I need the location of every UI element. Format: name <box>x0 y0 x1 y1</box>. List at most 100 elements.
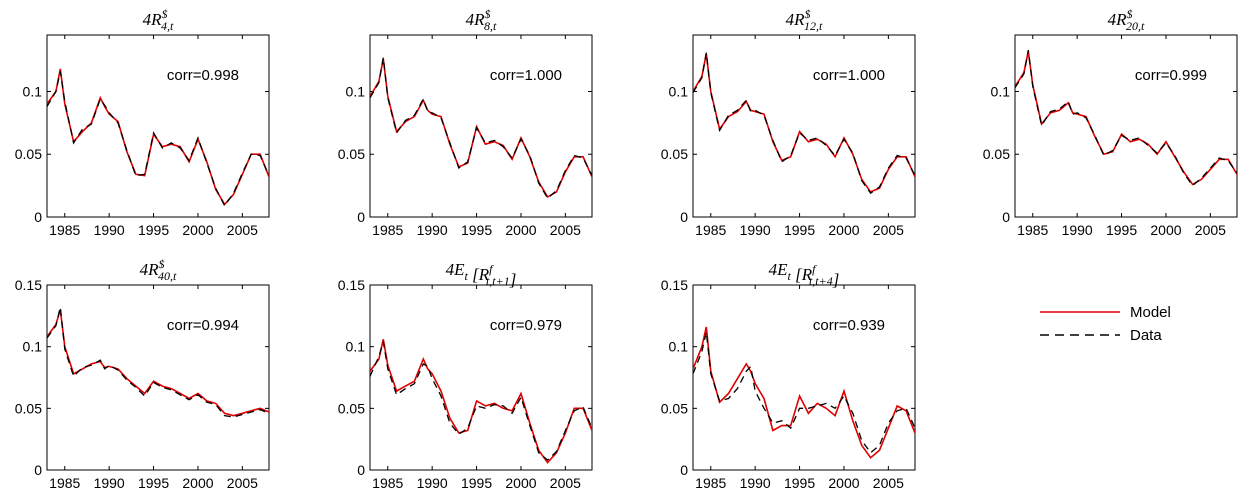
model-series-line <box>370 339 592 464</box>
x-tick-label: 1995 <box>784 222 815 238</box>
legend-data-label: Data <box>1130 327 1162 344</box>
model-series-line <box>693 53 915 193</box>
y-tick-label: 0.05 <box>661 146 688 162</box>
panel-1: 1985 1990 1995 2000 2005 0 0.05 0.1 corr=0.998 4R… <box>15 7 270 238</box>
x-tick-label: 2005 <box>227 475 258 491</box>
corr-annotation: corr=0.999 <box>1135 67 1207 84</box>
y-tick-label: 0 <box>680 209 688 225</box>
x-tick-label: 2000 <box>182 222 213 238</box>
x-tick-label: 2000 <box>505 222 536 238</box>
plot-frame <box>46 34 270 218</box>
panel-4: 1985 1990 1995 2000 2005 0 0.05 0.1 corr=0.999 4R… <box>983 7 1238 238</box>
data-series-line <box>693 331 915 454</box>
y-tick-label: 0 <box>357 462 365 478</box>
x-tick-label: 1995 <box>138 222 169 238</box>
y-tick-label: 0.1 <box>669 83 689 99</box>
y-tick-label: 0.1 <box>23 83 43 99</box>
x-tick-label: 2005 <box>873 475 904 491</box>
corr-annotation: corr=0.979 <box>490 317 562 334</box>
model-series-line <box>47 68 269 206</box>
panel-title: 4R$ 12,t <box>786 7 823 33</box>
x-tick-label: 2005 <box>873 222 904 238</box>
plot-frame <box>1014 34 1238 218</box>
y-tick-label: 0.15 <box>338 277 365 293</box>
x-tick-label: 1985 <box>372 475 403 491</box>
data-series-line <box>370 57 592 200</box>
panel-2: 1985 1990 1995 2000 2005 0 0.05 0.1 corr=1.000 4R… <box>338 7 593 238</box>
y-tick-label: 0 <box>357 209 365 225</box>
x-tick-label: 2005 <box>227 222 258 238</box>
plot-frame <box>369 284 593 471</box>
corr-annotation: corr=1.000 <box>490 67 562 84</box>
y-tick-label: 0.05 <box>983 146 1010 162</box>
x-tick-label: 2000 <box>1150 222 1181 238</box>
y-tick-label: 0.1 <box>346 83 366 99</box>
x-tick-label: 2005 <box>1195 222 1226 238</box>
y-tick-label: 0 <box>34 209 42 225</box>
plot-frame <box>692 34 916 218</box>
panel-title: 4R$ 40,t <box>140 257 177 283</box>
x-tick-label: 1985 <box>372 222 403 238</box>
panel-3: 1985 1990 1995 2000 2005 0 0.05 0.1 corr=1.000 4R… <box>661 7 916 238</box>
y-tick-label: 0.05 <box>15 400 42 416</box>
corr-annotation: corr=0.939 <box>813 317 885 334</box>
panel-title: 4R$ 20,t <box>1108 7 1145 33</box>
x-tick-label: 1985 <box>695 475 726 491</box>
plot-frame <box>46 284 270 471</box>
x-tick-label: 1990 <box>417 475 448 491</box>
panel-7: 1985 1990 1995 2000 2005 0 0.05 0.1 0.15 corr=0.9… <box>661 260 916 491</box>
panels-group: 1985 1990 1995 2000 2005 0 0.05 0.1 corr=0.998 4R… <box>15 7 1238 491</box>
x-tick-label: 1985 <box>49 222 80 238</box>
x-tick-label: 1990 <box>94 475 125 491</box>
y-tick-label: 0.1 <box>991 83 1011 99</box>
y-tick-label: 0.05 <box>15 146 42 162</box>
x-tick-label: 1990 <box>740 475 771 491</box>
x-tick-label: 1995 <box>461 475 492 491</box>
y-tick-label: 0.15 <box>15 277 42 293</box>
y-tick-label: 0.15 <box>661 277 688 293</box>
panel-5: 1985 1990 1995 2000 2005 0 0.05 0.1 0.15 corr=0.9… <box>15 257 270 491</box>
x-tick-label: 1985 <box>49 475 80 491</box>
panel-title: 4Et [Rf t,t+4] <box>769 260 840 289</box>
x-tick-label: 1990 <box>1062 222 1093 238</box>
x-tick-label: 1995 <box>138 475 169 491</box>
plot-frame <box>369 34 593 218</box>
legend-model-label: Model <box>1130 304 1171 321</box>
x-tick-label: 2005 <box>550 475 581 491</box>
x-tick-label: 1985 <box>1017 222 1048 238</box>
y-tick-label: 0.05 <box>661 400 688 416</box>
x-tick-label: 2005 <box>550 222 581 238</box>
corr-annotation: corr=0.998 <box>167 67 239 84</box>
x-tick-label: 2000 <box>182 475 213 491</box>
y-tick-label: 0 <box>34 462 42 478</box>
corr-annotation: corr=0.994 <box>167 317 239 334</box>
x-tick-label: 1995 <box>1106 222 1137 238</box>
y-tick-label: 0.1 <box>346 339 366 355</box>
x-tick-label: 1995 <box>784 475 815 491</box>
panel-6: 1985 1990 1995 2000 2005 0 0.05 0.1 0.15 corr=0.9… <box>338 260 593 491</box>
data-series-line <box>1015 49 1237 187</box>
y-tick-label: 0.05 <box>338 146 365 162</box>
legend: Model Data <box>1020 292 1252 347</box>
x-tick-label: 1990 <box>740 222 771 238</box>
panel-title: 4R$ 4,t <box>143 7 174 33</box>
x-tick-label: 1990 <box>417 222 448 238</box>
y-tick-label: 0 <box>1002 209 1010 225</box>
x-tick-label: 2000 <box>505 475 536 491</box>
y-tick-label: 0 <box>680 462 688 478</box>
corr-annotation: corr=1.000 <box>813 67 885 84</box>
panel-title: 4R$ 8,t <box>466 7 497 33</box>
x-tick-label: 1990 <box>94 222 125 238</box>
panel-title: 4Et [Rf t,t+1] <box>446 260 517 289</box>
data-series-line <box>47 307 269 418</box>
x-tick-label: 2000 <box>828 475 859 491</box>
model-series-line <box>693 326 915 459</box>
x-tick-label: 1995 <box>461 222 492 238</box>
data-series-line <box>370 341 592 461</box>
data-series-line <box>47 71 269 207</box>
y-tick-label: 0.1 <box>23 339 43 355</box>
plot-frame <box>692 284 916 471</box>
legend-box <box>1020 292 1252 347</box>
y-tick-label: 0.1 <box>669 339 689 355</box>
